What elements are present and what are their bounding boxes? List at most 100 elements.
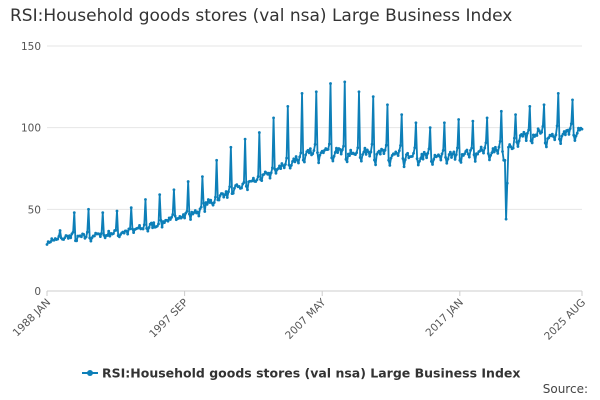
data-point (336, 151, 340, 154)
data-point (255, 178, 259, 182)
y-tick-label: 0 (34, 286, 41, 298)
gridlines (47, 45, 582, 292)
data-point (471, 119, 475, 123)
data-point (516, 145, 520, 148)
data-point (270, 166, 274, 170)
data-point (102, 233, 106, 237)
data-point (561, 132, 565, 136)
data-point (367, 150, 370, 154)
data-point (242, 181, 246, 184)
data-point (499, 109, 503, 113)
data-point (306, 148, 310, 152)
data-point (202, 201, 205, 205)
data-point (138, 223, 141, 227)
data-point (260, 179, 264, 183)
data-point (374, 163, 377, 167)
data-point (170, 215, 173, 219)
data-point (447, 153, 451, 156)
data-point (100, 231, 103, 235)
data-point (250, 179, 254, 183)
data-point (459, 161, 463, 164)
legend-label: RSI:Household goods stores (val nsa) Lar… (102, 366, 520, 381)
data-point (197, 214, 201, 218)
data-point (452, 150, 456, 154)
data-point (284, 162, 287, 166)
data-point (550, 132, 554, 136)
legend[interactable]: RSI:Household goods stores (val nsa) Lar… (82, 366, 520, 381)
data-point (122, 231, 126, 235)
data-point (429, 159, 433, 163)
data-point (466, 152, 470, 156)
data-point (106, 234, 109, 237)
data-point (158, 193, 162, 197)
data-point (491, 147, 495, 150)
data-point (406, 151, 410, 155)
data-point (530, 141, 534, 145)
data-point (201, 175, 204, 179)
data-point (457, 118, 461, 121)
data-point (159, 218, 163, 222)
data-point (304, 153, 307, 157)
data-point (369, 150, 373, 154)
data-point (257, 131, 261, 134)
data-point (326, 147, 330, 151)
data-point (57, 234, 61, 238)
data-point (527, 128, 531, 132)
data-point (97, 232, 101, 236)
data-point (317, 161, 321, 165)
data-point (426, 151, 430, 155)
data-point (478, 149, 482, 153)
data-point (151, 226, 154, 230)
data-point (224, 190, 228, 193)
data-point (450, 156, 453, 159)
y-tick-label: 150 (21, 41, 41, 53)
data-point (348, 154, 351, 158)
data-point (421, 157, 425, 161)
data-point (403, 158, 407, 162)
data-point (554, 133, 558, 137)
data-point (486, 152, 490, 155)
data-point (227, 190, 230, 194)
data-point (535, 134, 539, 137)
data-point (80, 235, 83, 239)
data-point (432, 158, 436, 161)
data-point (441, 149, 445, 152)
data-point (349, 148, 353, 152)
data-point (268, 176, 272, 180)
data-point (129, 206, 133, 210)
data-point (503, 158, 507, 162)
data-point (246, 188, 249, 192)
data-point (410, 155, 414, 158)
data-point (225, 196, 229, 199)
data-point (131, 227, 134, 231)
data-point (476, 152, 480, 156)
data-point (186, 180, 190, 183)
data-point (456, 146, 459, 150)
data-point (537, 129, 541, 133)
data-point (318, 153, 322, 157)
data-point (313, 143, 317, 146)
data-point (484, 141, 488, 145)
data-point (278, 164, 281, 168)
data-point (504, 217, 508, 221)
data-point (483, 146, 487, 150)
x-tick-label: 1988 JAN (11, 297, 53, 339)
data-point (136, 226, 140, 230)
data-point (463, 152, 466, 156)
data-point (185, 210, 189, 213)
data-point (399, 144, 402, 147)
data-point (196, 210, 200, 214)
data-point (173, 214, 177, 218)
data-point (93, 234, 96, 238)
data-point (287, 163, 291, 167)
data-point (292, 157, 296, 161)
y-tick-label: 50 (28, 204, 41, 216)
data-point (233, 186, 236, 190)
data-point (563, 133, 567, 137)
data-point (480, 149, 484, 152)
data-point (488, 158, 491, 162)
data-point (215, 158, 219, 162)
data-point (312, 149, 316, 152)
data-point (501, 150, 504, 153)
data-point (515, 140, 519, 144)
